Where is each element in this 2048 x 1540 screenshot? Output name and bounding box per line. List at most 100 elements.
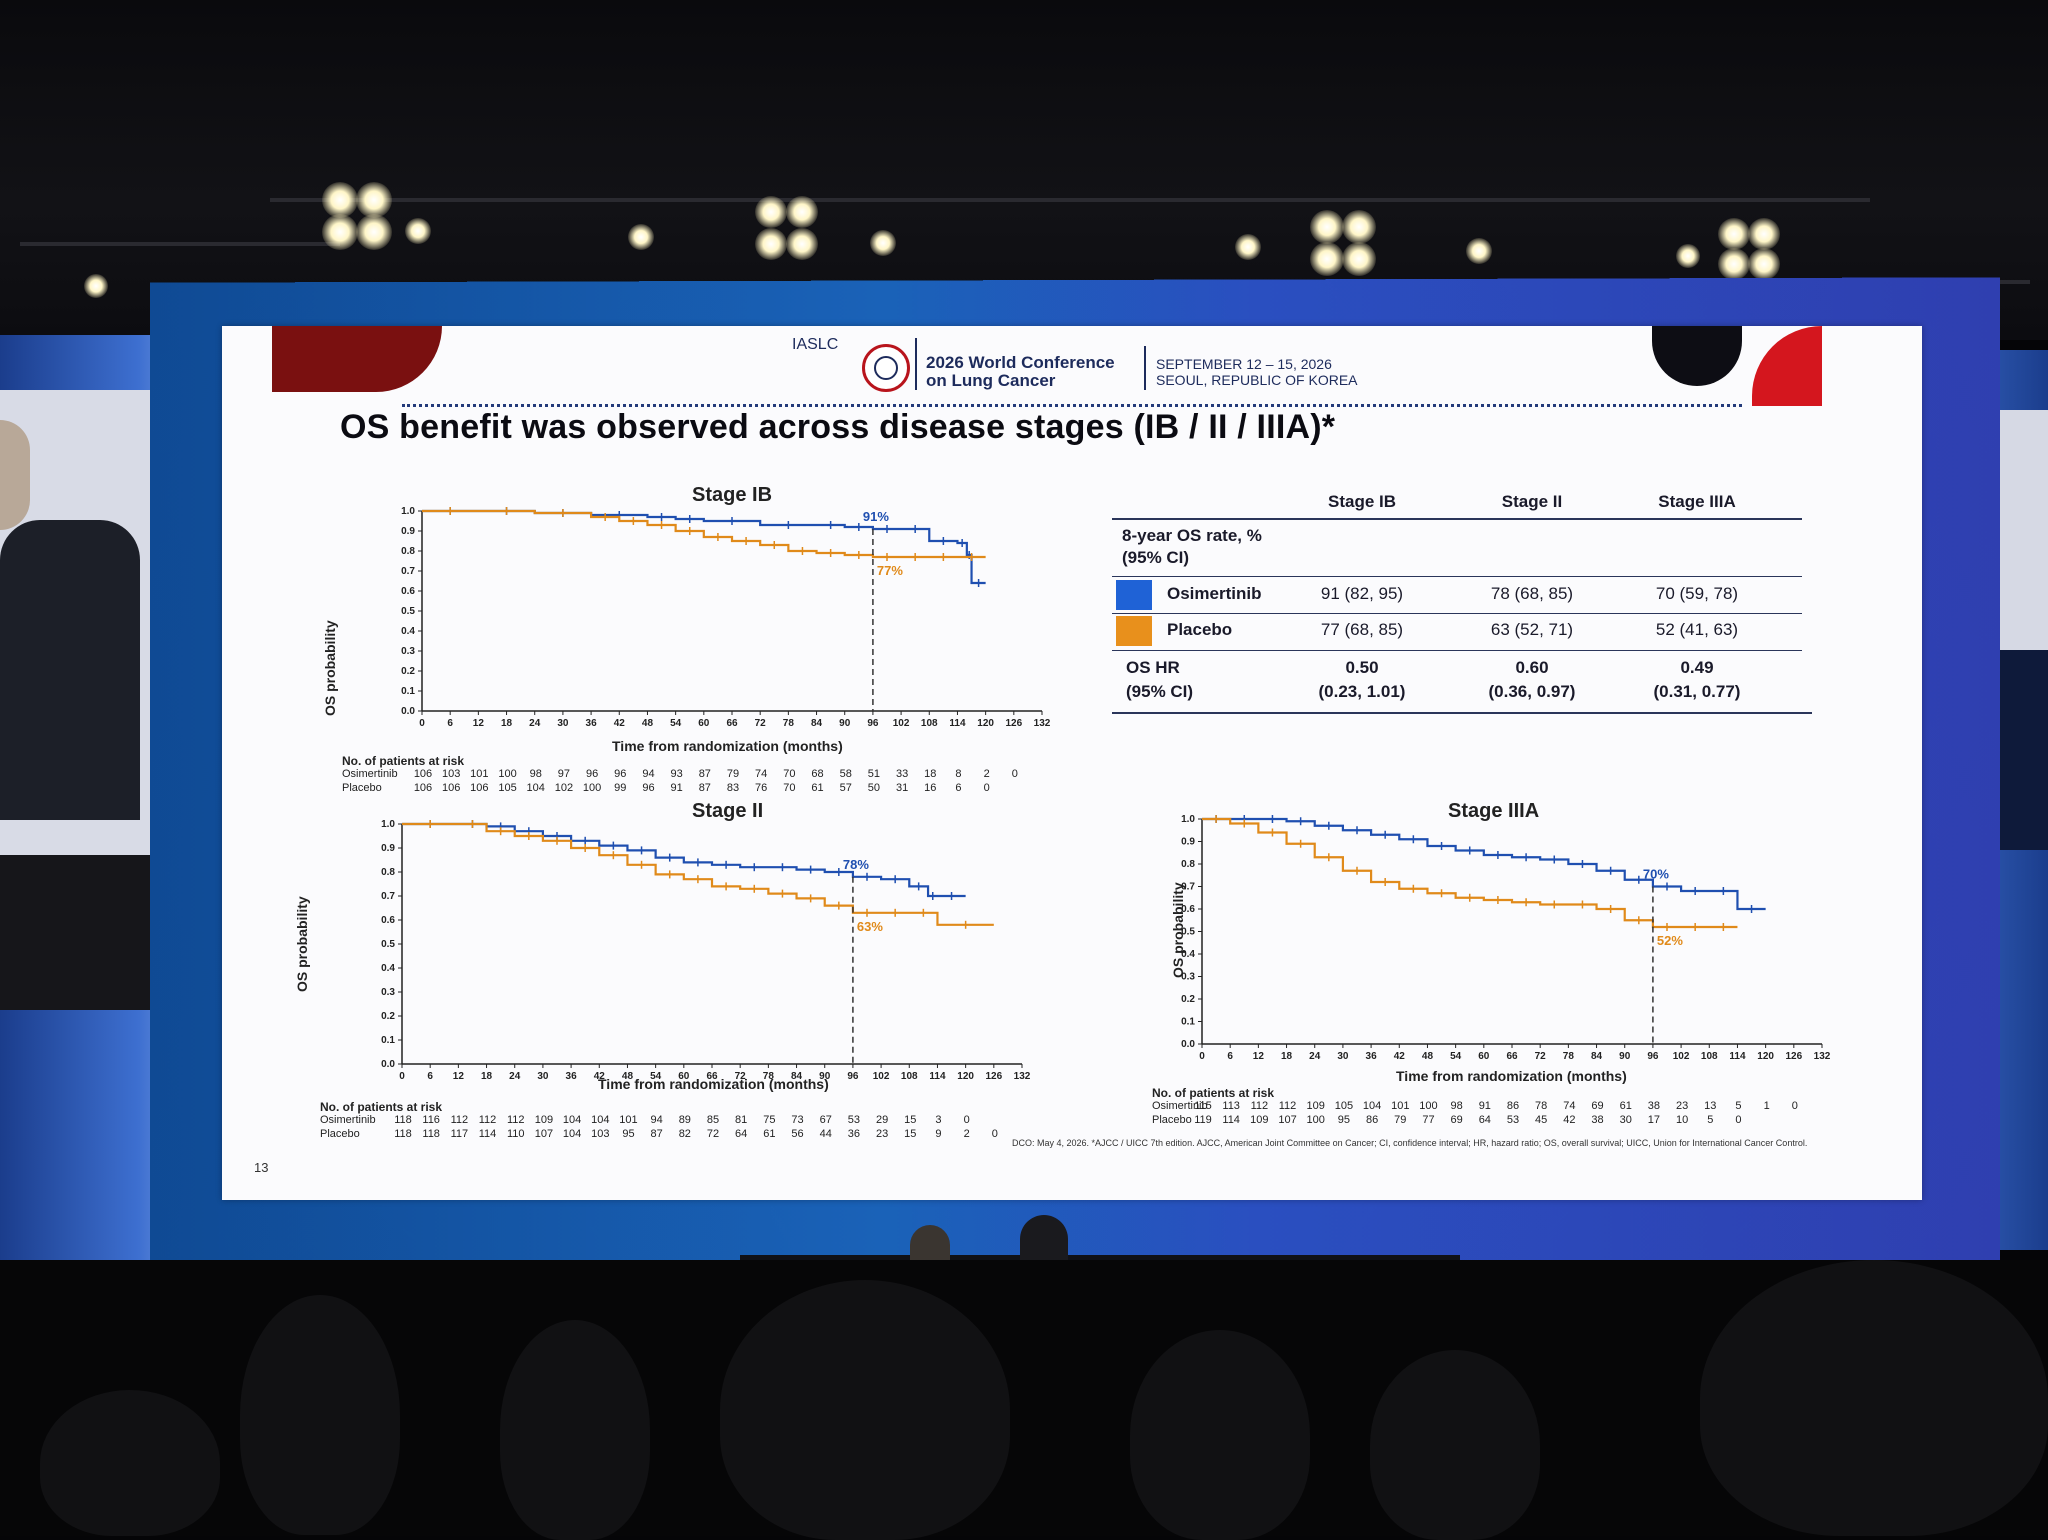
x-tick-label: 84 [1591,1051,1603,1062]
rate-annotation-placebo: 52% [1657,933,1683,948]
y-tick-label: 1.0 [401,506,415,517]
risk-count: 58 [835,768,857,780]
x-tick-label: 60 [1478,1051,1490,1062]
table-hr-label: OS HR [1126,658,1180,678]
risk-count: 42 [1558,1114,1580,1126]
risk-row-label: Placebo [1152,1114,1192,1126]
y-tick-label: 0.9 [381,843,395,854]
lighting-truss [270,198,1870,202]
x-tick-label: 96 [1647,1051,1659,1062]
audience-head [1700,1260,2048,1536]
x-tick-label: 108 [1701,1051,1718,1062]
iaslc-logo-text: IASLC [792,336,838,354]
audience-head [500,1320,650,1540]
table-cell: 91 (82, 95) [1292,584,1432,604]
risk-count: 96 [609,768,631,780]
y-axis-label-stage-iiia: OS probability [1170,882,1186,978]
table-row-placebo-label: Placebo [1167,620,1232,640]
y-tick-label: 0.0 [1181,1039,1195,1050]
x-tick-label: 66 [726,718,738,729]
x-tick-label: 132 [1814,1051,1831,1062]
risk-count: 98 [1446,1100,1468,1112]
risk-count: 9 [927,1128,949,1140]
risk-count: 16 [919,782,941,794]
risk-count: 61 [807,782,829,794]
x-tick-label: 18 [1281,1051,1293,1062]
x-tick-label: 102 [1673,1051,1690,1062]
x-axis-label-stage-ib: Time from randomization (months) [612,738,843,754]
risk-count: 5 [1699,1114,1721,1126]
risk-count: 109 [1305,1100,1327,1112]
risk-count: 109 [533,1114,555,1126]
rate-annotation-osimertinib: 70% [1643,867,1669,882]
table-hr-value: 0.49 [1627,658,1767,678]
x-tick-label: 84 [811,718,823,729]
risk-count: 85 [702,1114,724,1126]
table-hr-value: 0.60 [1462,658,1602,678]
x-tick-label: 24 [509,1071,521,1082]
table-rule [1112,518,1802,520]
risk-count: 56 [787,1128,809,1140]
risk-count: 64 [730,1128,752,1140]
risk-count: 29 [871,1114,893,1126]
risk-count: 53 [1502,1114,1524,1126]
x-tick-label: 114 [1729,1051,1746,1062]
stage-light [84,274,108,298]
x-tick-label: 42 [614,718,626,729]
risk-count: 110 [505,1128,527,1140]
risk-count: 68 [807,768,829,780]
risk-table-title: No. of patients at risk [1152,1086,1274,1100]
y-tick-label: 0.1 [401,686,415,697]
risk-count: 115 [1192,1100,1214,1112]
y-axis-label-stage-ib: OS probability [322,620,338,716]
x-tick-label: 120 [957,1071,974,1082]
stage-light [322,182,358,218]
risk-count: 61 [1615,1100,1637,1112]
y-tick-label: 0.9 [1181,837,1195,848]
stage-light [1310,210,1344,244]
risk-count: 100 [1305,1114,1327,1126]
speaker-head [0,420,30,530]
x-tick-label: 0 [1199,1051,1205,1062]
y-tick-label: 1.0 [381,819,395,830]
risk-count: 70 [778,782,800,794]
risk-count: 30 [1615,1114,1637,1126]
table-hr-ci: (0.23, 1.01) [1292,682,1432,702]
risk-count: 87 [694,768,716,780]
x-tick-label: 12 [1253,1051,1265,1062]
y-tick-label: 1.0 [1181,814,1195,825]
stage-light [405,218,431,244]
risk-count: 118 [420,1128,442,1140]
x-tick-label: 24 [1309,1051,1321,1062]
risk-count: 86 [1361,1114,1383,1126]
risk-count: 112 [477,1114,499,1126]
conference-date: SEPTEMBER 12 – 15, 2026 [1156,356,1332,373]
stage-light [1748,218,1780,250]
x-tick-label: 108 [901,1071,918,1082]
y-tick-label: 0.6 [381,915,395,926]
risk-count: 53 [843,1114,865,1126]
x-tick-label: 18 [481,1071,493,1082]
risk-count: 15 [899,1114,921,1126]
x-tick-label: 132 [1014,1071,1031,1082]
risk-count: 112 [505,1114,527,1126]
header-decor-left [272,326,442,392]
risk-count: 33 [891,768,913,780]
risk-count: 94 [637,768,659,780]
risk-count: 91 [1474,1100,1496,1112]
risk-count: 23 [871,1128,893,1140]
audience-head [720,1280,1010,1540]
x-tick-label: 126 [1005,718,1022,729]
y-axis-label-stage-ii: OS probability [294,896,310,992]
x-tick-label: 6 [447,718,453,729]
risk-count: 102 [553,782,575,794]
x-tick-label: 36 [586,718,598,729]
stage-light [1718,248,1750,280]
risk-count: 18 [919,768,941,780]
risk-count: 50 [863,782,885,794]
presentation-slide: IASLC 2026 World Conference on Lung Canc… [222,326,1922,1200]
y-tick-label: 0.5 [381,939,395,950]
risk-count: 69 [1446,1114,1468,1126]
x-tick-label: 120 [977,718,994,729]
table-hr-ci: (0.36, 0.97) [1462,682,1602,702]
